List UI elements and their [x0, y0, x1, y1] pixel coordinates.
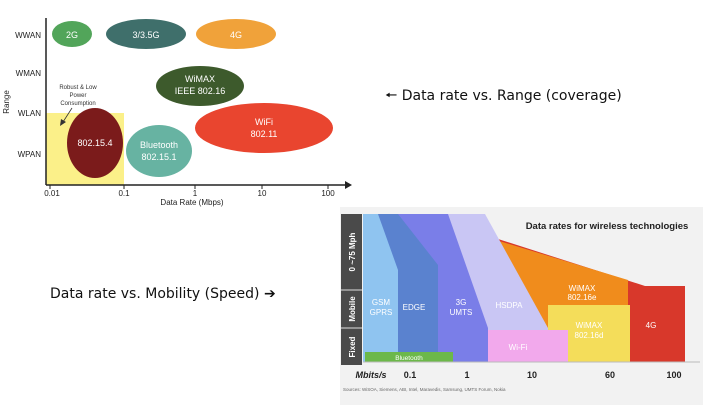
arrow-right-icon: ➔: [263, 286, 276, 302]
y-tick-label: WPAN: [18, 150, 42, 159]
bubble-label: 2G: [66, 30, 78, 40]
annotation-line: Robust & Low: [59, 85, 97, 91]
y-axis-title: Range: [2, 90, 11, 114]
bubble-label: 3/3.5G: [132, 30, 159, 40]
region-label: HSDPA: [496, 301, 524, 310]
x-tick-label: 100: [321, 189, 335, 198]
region-label: GSM: [372, 298, 391, 307]
x-tick-label: 100: [666, 370, 681, 380]
bubble-label: WiFi: [255, 117, 273, 127]
x-tick-marks: [49, 185, 329, 189]
region-label: GPRS: [370, 308, 393, 317]
region-label: EDGE: [403, 303, 426, 312]
region-label: 802.16d: [575, 331, 604, 340]
x-tick-labels: 0.1 1 10 60 100: [404, 370, 682, 380]
y-band-label: Fixed: [348, 336, 357, 357]
region-label: Wi-Fi: [509, 343, 528, 352]
y-tick-label: WMAN: [16, 69, 42, 78]
x-axis-arrow-icon: [345, 181, 352, 189]
y-band-label: 0 ~75 Mph: [348, 232, 357, 271]
bubble-4g: [196, 19, 276, 49]
region-wi-fi: [488, 330, 568, 362]
region-label: WiMAX: [569, 284, 596, 293]
y-band-label: Mobile: [348, 296, 357, 322]
bubble-wifi: [195, 103, 333, 153]
sources-note: Sources: WiSOA, Siemens, ABI, Intel, Mar…: [343, 387, 506, 392]
x-tick-label: 1: [193, 189, 198, 198]
bubble-label: 802.15.1: [141, 152, 176, 162]
bubble-label: 802.11: [251, 129, 278, 139]
mobility-caption: Data rate vs. Mobility (Speed) ➔: [50, 286, 276, 302]
region-labels: GSM GPRS EDGE 3G UMTS HSDPA WiMAX 802.16…: [370, 284, 657, 362]
y-tick-label: WWAN: [15, 31, 41, 40]
annotation: Robust & Low Power Consumption: [59, 85, 97, 107]
bubble-label: 802.15.4: [77, 138, 112, 148]
x-axis-title: Data Rate (Mbps): [160, 198, 223, 207]
bubble-label: 4G: [230, 30, 242, 40]
x-axis-label: Mbits/s: [355, 370, 386, 380]
range-caption-text: Data rate vs. Range (coverage): [401, 88, 622, 104]
bubble-bluetooth: [126, 125, 192, 177]
bubble-label: IEEE 802.16: [175, 86, 226, 96]
annotation-line: Consumption: [60, 101, 95, 107]
mobility-caption-text: Data rate vs. Mobility (Speed): [50, 286, 260, 302]
x-tick-label: 0.1: [404, 370, 417, 380]
x-tick-label: 1: [464, 370, 469, 380]
chart-title: Data rates for wireless technologies: [526, 221, 689, 232]
bubble-label: Bluetooth: [140, 140, 178, 150]
x-tick-label: 0.1: [118, 189, 130, 198]
bubble-802-15-4: [67, 108, 123, 178]
region-gsm-gprs: [363, 214, 398, 362]
bubble-wimax: [156, 66, 244, 106]
region-label: UMTS: [450, 308, 473, 317]
x-tick-label: 60: [605, 370, 615, 380]
region-label: Bluetooth: [395, 355, 423, 362]
y-tick-label: WLAN: [18, 109, 41, 118]
region-bluetooth: [365, 352, 453, 362]
y-tick-labels: WWAN WMAN WLAN WPAN: [15, 31, 41, 159]
x-tick-label: 10: [258, 189, 267, 198]
range-caption: 🠔 Data rate vs. Range (coverage): [385, 85, 622, 109]
bubble-label: WiMAX: [185, 74, 215, 84]
annotation-line: Power: [69, 93, 86, 99]
arrow-left-icon: 🠔: [385, 88, 398, 104]
bubble-3g: [106, 19, 186, 49]
region-label: WiMAX: [576, 321, 603, 330]
annotation-pointer: [62, 107, 73, 123]
region-label: 3G: [456, 298, 467, 307]
annotation-arrow-icon: [60, 119, 66, 126]
x-tick-label: 0.01: [44, 189, 60, 198]
region-label: 802.16e: [568, 293, 597, 302]
mobility-chart: 0 ~75 Mph Mobile Fixed Data rates for wi…: [340, 207, 703, 405]
bubble-2g: [52, 21, 92, 47]
x-tick-label: 10: [527, 370, 537, 380]
x-tick-labels: 0.01 0.1 1 10 100: [44, 189, 335, 198]
region-label: 4G: [646, 321, 657, 330]
